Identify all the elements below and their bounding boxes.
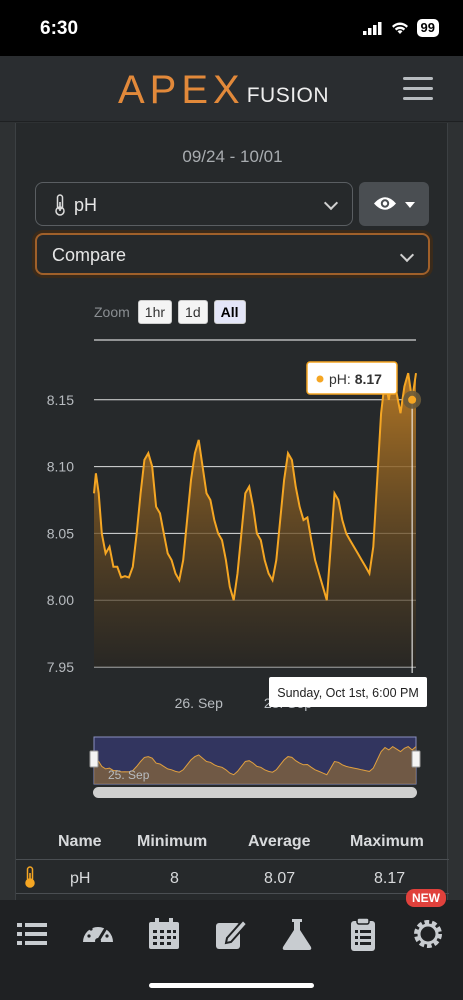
stats-row-average: 8.07 bbox=[264, 870, 296, 887]
menu-bar-icon bbox=[403, 97, 433, 100]
edit-icon[interactable] bbox=[213, 916, 249, 952]
app-header: APEX FUSION bbox=[0, 56, 463, 122]
status-time: 6:30 bbox=[40, 18, 79, 39]
zoom-1hr-button[interactable]: 1hr bbox=[137, 300, 173, 324]
stats-divider bbox=[16, 859, 449, 860]
logo-fusion-text: FUSION bbox=[246, 84, 330, 107]
navigator-left-handle[interactable] bbox=[89, 750, 99, 768]
zoom-controls: Zoom 1hr 1d All bbox=[94, 300, 246, 324]
hover-point[interactable] bbox=[408, 395, 417, 404]
navigator-tick-label: 25. Sep bbox=[108, 768, 150, 782]
tooltip-text: pH: 8.17 bbox=[329, 371, 382, 387]
calendar-icon[interactable] bbox=[146, 916, 182, 952]
stats-header-maximum: Maximum bbox=[350, 833, 424, 850]
home-indicator bbox=[149, 983, 314, 988]
zoom-1d-button[interactable]: 1d bbox=[178, 300, 208, 324]
eye-icon bbox=[374, 197, 396, 210]
navigator-line bbox=[93, 745, 417, 776]
y-tick-label: 8.15 bbox=[47, 392, 74, 408]
y-tick-label: 8.05 bbox=[47, 525, 74, 541]
clipboard-icon[interactable] bbox=[345, 916, 381, 952]
stats-header-minimum: Minimum bbox=[137, 833, 208, 850]
stats-row-maximum: 8.17 bbox=[374, 870, 406, 887]
wifi-icon bbox=[391, 22, 408, 34]
y-tick-label: 8.00 bbox=[47, 592, 74, 608]
series-area bbox=[94, 373, 416, 667]
compare-select-value: Compare bbox=[52, 245, 127, 265]
date-range[interactable]: 09/24 - 10/01 bbox=[182, 147, 283, 166]
timestamp-label: Sunday, Oct 1st, 6:00 PM bbox=[277, 686, 419, 700]
visibility-dropdown-button[interactable] bbox=[359, 182, 429, 226]
caret-down-icon bbox=[405, 202, 415, 208]
stats-divider bbox=[16, 893, 449, 894]
tooltip-box bbox=[306, 361, 398, 395]
cellular-signal-icon bbox=[362, 21, 382, 35]
stats-row-minimum: 8 bbox=[170, 870, 179, 887]
y-tick-label: 7.95 bbox=[47, 659, 74, 675]
zoom-label: Zoom bbox=[94, 304, 130, 320]
stats-header-average: Average bbox=[248, 833, 311, 850]
new-badge: NEW bbox=[406, 889, 446, 907]
graph-panel: 09/24 - 10/01 pH Compare Zoom 1hr 1d All… bbox=[15, 123, 449, 900]
tooltip-series-dot bbox=[316, 375, 324, 383]
battery-level: 99 bbox=[416, 19, 439, 37]
menu-bar-icon bbox=[403, 87, 433, 90]
timestamp-label-box bbox=[269, 677, 427, 707]
stats-row-name: pH bbox=[70, 870, 91, 887]
list-icon[interactable] bbox=[15, 916, 51, 952]
y-tick-label: 8.10 bbox=[47, 459, 74, 475]
probe-select-value: pH bbox=[74, 195, 98, 215]
navigator-scrollbar[interactable] bbox=[93, 787, 417, 798]
status-bar: 6:30 99 bbox=[0, 0, 463, 56]
logo-apex-text: APEX bbox=[118, 68, 245, 112]
compare-select[interactable]: Compare bbox=[35, 233, 430, 275]
x-tick-label: 26. Sep bbox=[175, 695, 223, 711]
thermometer-icon bbox=[25, 866, 35, 888]
thermometer-icon bbox=[55, 194, 65, 216]
menu-bar-icon bbox=[403, 77, 433, 80]
apex-fusion-logo: APEX FUSION bbox=[118, 68, 330, 112]
status-icons: 99 bbox=[362, 19, 439, 37]
zoom-all-button[interactable]: All bbox=[213, 300, 246, 324]
stats-header-name: Name bbox=[58, 833, 102, 850]
series-line bbox=[93, 372, 417, 601]
navigator-right-handle[interactable] bbox=[411, 750, 421, 768]
settings-gear-icon[interactable] bbox=[410, 916, 446, 952]
probe-select[interactable]: pH bbox=[35, 182, 353, 226]
dashboard-gauge-icon[interactable] bbox=[80, 916, 116, 952]
flask-icon[interactable] bbox=[279, 916, 315, 952]
hamburger-menu-button[interactable] bbox=[403, 77, 433, 101]
